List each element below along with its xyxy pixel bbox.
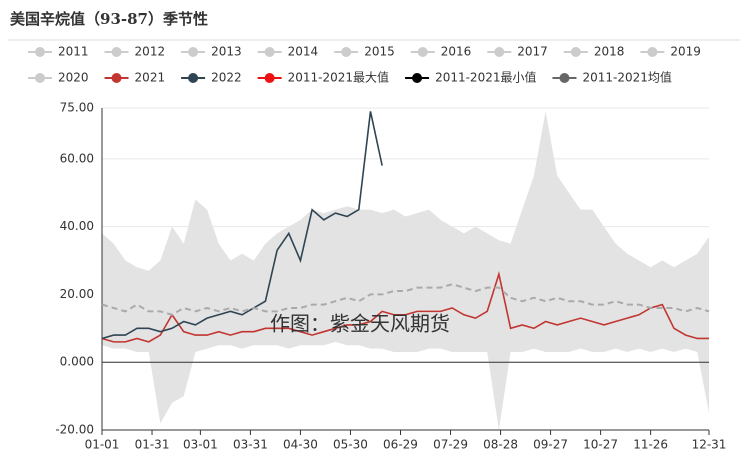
legend-label: 2018 bbox=[594, 45, 625, 59]
legend-item[interactable]: 2012 bbox=[104, 45, 166, 59]
legend-dot bbox=[412, 73, 423, 83]
legend-label: 2011-2021均值 bbox=[582, 70, 671, 85]
x-tick-label: 03-01 bbox=[183, 438, 218, 452]
legend-label: 2015 bbox=[364, 45, 395, 59]
legend-label: 2013 bbox=[211, 45, 242, 59]
y-tick-label: -20.00 bbox=[55, 423, 94, 437]
legend-dot bbox=[264, 73, 275, 83]
x-tick-label: 06-29 bbox=[383, 438, 418, 452]
legend-item[interactable]: 2013 bbox=[181, 45, 242, 59]
legend-label: 2011 bbox=[58, 45, 89, 59]
series-line bbox=[101, 283, 710, 316]
x-tick-label: 01-01 bbox=[85, 438, 120, 452]
y-tick-label: 40.00 bbox=[60, 219, 94, 233]
series-line bbox=[101, 111, 383, 340]
y-tick-label: 20.00 bbox=[60, 287, 94, 301]
legend-dot bbox=[264, 47, 275, 57]
legend-item[interactable]: 2017 bbox=[487, 45, 548, 59]
legend-dot bbox=[35, 47, 45, 57]
legend-label: 2012 bbox=[135, 45, 166, 59]
legend-item[interactable]: 2019 bbox=[640, 45, 701, 59]
x-tick-label: 05-30 bbox=[333, 438, 368, 452]
legend-item[interactable]: 2021 bbox=[104, 71, 166, 85]
legend-dot bbox=[188, 47, 199, 57]
legend-dot bbox=[417, 47, 428, 57]
legend-item[interactable]: 2011-2021最大值 bbox=[257, 70, 389, 85]
legend-label: 2016 bbox=[441, 45, 472, 59]
legend-dot bbox=[111, 73, 122, 83]
x-tick-label: 01-31 bbox=[135, 438, 170, 452]
y-tick-label: 0.000 bbox=[60, 355, 94, 369]
legend-label: 2017 bbox=[517, 45, 548, 59]
y-tick-label: 60.00 bbox=[60, 151, 94, 165]
legend-label: 2011-2021最小值 bbox=[435, 70, 536, 85]
x-tick-label: 07-29 bbox=[433, 438, 468, 452]
legend-item[interactable]: 2011-2021最小值 bbox=[405, 70, 536, 85]
x-tick-label: 04-30 bbox=[283, 438, 318, 452]
legend-item[interactable]: 2015 bbox=[334, 45, 395, 59]
x-tick-label: 09-27 bbox=[533, 438, 568, 452]
legend-item[interactable]: 2011 bbox=[28, 45, 89, 59]
series-line bbox=[101, 270, 709, 343]
legend-item[interactable]: 2014 bbox=[257, 45, 319, 59]
range-band bbox=[102, 111, 709, 431]
legend-item[interactable]: 2020 bbox=[28, 71, 89, 85]
legend-label: 2019 bbox=[670, 45, 701, 59]
legend-dot bbox=[188, 73, 199, 83]
legend-item[interactable]: 2022 bbox=[181, 71, 242, 85]
legend-dot bbox=[494, 47, 505, 57]
legend-label: 2011-2021最大值 bbox=[288, 70, 389, 85]
legend-item[interactable]: 2011-2021均值 bbox=[552, 70, 672, 85]
y-tick-label: 75.00 bbox=[60, 101, 94, 115]
legend-dot bbox=[35, 73, 45, 83]
legend-dot bbox=[647, 47, 658, 57]
legend-item[interactable]: 2016 bbox=[410, 45, 472, 59]
legend-item[interactable]: 2018 bbox=[563, 45, 625, 59]
legend-label: 2021 bbox=[135, 71, 166, 85]
x-tick-label: 03-31 bbox=[233, 438, 268, 452]
legend-label: 2014 bbox=[288, 45, 319, 59]
x-tick-label: 11-26 bbox=[633, 438, 668, 452]
x-tick-label: 10-27 bbox=[583, 438, 618, 452]
legend-label: 2020 bbox=[58, 71, 89, 85]
x-tick-label: 08-28 bbox=[483, 438, 518, 452]
legend-dot bbox=[570, 47, 581, 57]
x-tick-label: 12-31 bbox=[692, 438, 727, 452]
legend-dot bbox=[111, 47, 122, 57]
chart-title: 美国辛烷值（93-87）季节性 bbox=[10, 10, 208, 28]
legend-dot bbox=[341, 47, 352, 57]
legend-label: 2022 bbox=[211, 71, 242, 85]
legend-dot bbox=[559, 73, 570, 83]
watermark: 作图：紫金天风期货 bbox=[270, 312, 450, 336]
